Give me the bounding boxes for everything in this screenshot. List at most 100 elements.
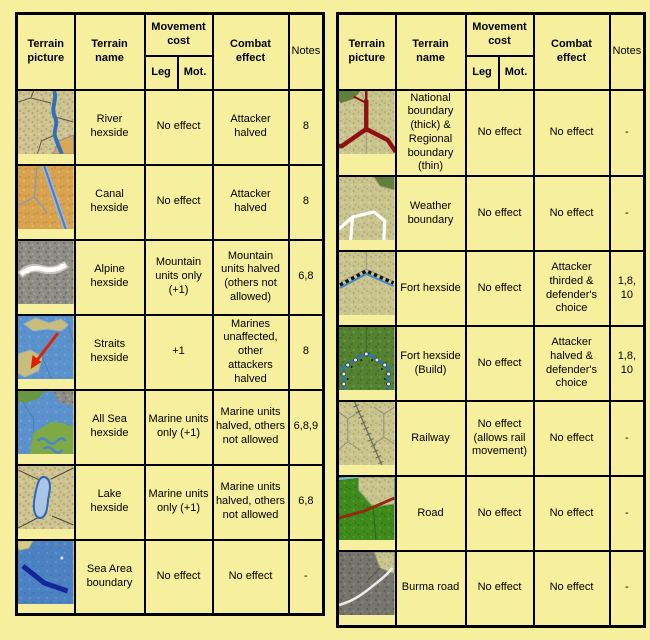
national-regional-boundary-picture (339, 91, 394, 154)
table-row-railway: Railway No effect (allows rail movement)… (336, 400, 646, 477)
notes: - (608, 475, 646, 552)
terrain-picture-cell (15, 163, 76, 241)
notes: 1,8, 10 (608, 325, 646, 402)
header-mot: Mot. (497, 54, 535, 91)
notes: - (608, 88, 646, 177)
header-row-2: Leg Mot. (338, 54, 645, 91)
combat-effect: No effect (532, 88, 611, 177)
terrain-name: All Sea hexside (73, 388, 146, 466)
table-row-fort: Fort hexside No effect Attacker thirded … (336, 250, 646, 327)
header-row-1: Terrain picture Terrain name Movement co… (336, 12, 646, 91)
combat-effect: No effect (532, 175, 611, 252)
combat-effect: Attacker thirded & defender's choice (532, 250, 611, 327)
terrain-name: Fort hexside (394, 250, 467, 327)
combat-effect: Attacker halved (211, 88, 290, 166)
terrain-picture-cell (15, 313, 76, 391)
movement-cost: No effect (464, 550, 535, 627)
burma-road-picture (339, 553, 394, 615)
terrain-picture-cell (15, 538, 76, 616)
header-row-2: Leg Mot. (17, 54, 324, 91)
combat-effect: Attacker halved (211, 163, 290, 241)
header-combat-effect: Combat effect (211, 12, 290, 91)
terrain-name: Weather boundary (394, 175, 467, 252)
table-row-canal: Canal hexside No effect Attacker halved … (15, 163, 325, 241)
header-combat-effect: Combat effect (532, 12, 611, 91)
notes: 6,8 (287, 463, 325, 541)
notes: 6,8 (287, 238, 325, 316)
movement-cost: No effect (464, 88, 535, 177)
table-row-all-sea: All Sea hexside Marine units only (+1) M… (15, 388, 325, 466)
terrain-name: Alpine hexside (73, 238, 146, 316)
notes: 8 (287, 313, 325, 391)
notes: 8 (287, 163, 325, 241)
combat-effect: No effect (532, 400, 611, 477)
header-mot: Mot. (176, 54, 214, 91)
alpine-hexside-picture (18, 241, 73, 304)
terrain-picture-cell (336, 175, 397, 252)
terrain-name: National boundary (thick) & Regional bou… (394, 88, 467, 177)
movement-cost: No effect (464, 175, 535, 252)
notes: 6,8,9 (287, 388, 325, 466)
header-terrain-picture: Terrain picture (15, 12, 76, 91)
terrain-picture-cell (15, 388, 76, 466)
table-row-sea-area: Sea Area boundary No effect No effect - (15, 538, 325, 616)
terrain-name: Burma road (394, 550, 467, 627)
railway-picture (339, 403, 394, 465)
terrain-picture-cell (15, 238, 76, 316)
lake-hexside-picture (18, 466, 73, 529)
fort-hexside-picture (339, 253, 394, 315)
terrain-picture-cell (336, 550, 397, 627)
all-sea-hexside-picture (18, 391, 73, 454)
combat-effect: No effect (532, 475, 611, 552)
table-row-weather-boundary: Weather boundary No effect No effect - (336, 175, 646, 252)
movement-cost: Mountain units only (+1) (143, 238, 214, 316)
table-row-road: Road No effect No effect - (336, 475, 646, 552)
header-notes: Notes (608, 12, 646, 91)
terrain-picture-cell (336, 475, 397, 552)
weather-boundary-picture (339, 178, 394, 240)
terrain-name: Straits hexside (73, 313, 146, 391)
terrain-name: Fort hexside (Build) (394, 325, 467, 402)
terrain-picture-cell (15, 463, 76, 541)
header-movement-cost: Movement cost (464, 12, 535, 57)
movement-cost: No effect (allows rail movement) (464, 400, 535, 477)
terrain-name: Canal hexside (73, 163, 146, 241)
combat-effect: Marine units halved, others not allowed (211, 463, 290, 541)
movement-cost: No effect (143, 538, 214, 616)
terrain-picture-cell (15, 88, 76, 166)
combat-effect: No effect (532, 550, 611, 627)
terrain-picture-cell (336, 88, 397, 177)
header-leg: Leg (143, 54, 179, 91)
sea-area-boundary-picture (18, 541, 73, 604)
header-notes: Notes (287, 12, 325, 91)
terrain-name: Lake hexside (73, 463, 146, 541)
terrain-name: River hexside (73, 88, 146, 166)
movement-cost: No effect (464, 325, 535, 402)
combat-effect: Attacker halved & defender's choice (532, 325, 611, 402)
movement-cost: No effect (143, 88, 214, 166)
notes: 1,8, 10 (608, 250, 646, 327)
terrain-name: Road (394, 475, 467, 552)
notes: - (287, 538, 325, 616)
movement-cost: No effect (464, 250, 535, 327)
terrain-picture-cell (336, 250, 397, 327)
header-row-1: Terrain picture Terrain name Movement co… (15, 12, 325, 91)
combat-effect: Mountain units halved (others not allowe… (211, 238, 290, 316)
notes: - (608, 175, 646, 252)
notes: - (608, 400, 646, 477)
movement-cost: No effect (464, 475, 535, 552)
river-hexside-picture (18, 91, 73, 154)
table-row-national-boundary: National boundary (thick) & Regional bou… (336, 88, 646, 177)
canal-hexside-picture (18, 166, 73, 229)
table-row-alpine: Alpine hexside Mountain units only (+1) … (15, 238, 325, 316)
table-row-straits: Straits hexside +1 Marines unaffected, o… (15, 313, 325, 391)
combat-effect: Marines unaffected, other attackers halv… (211, 313, 290, 391)
movement-cost: Marine units only (+1) (143, 463, 214, 541)
notes: 8 (287, 88, 325, 166)
terrain-name: Railway (394, 400, 467, 477)
movement-cost: No effect (143, 163, 214, 241)
terrain-table-right: Terrain picture Terrain name Movement co… (336, 12, 647, 628)
table-row-river: River hexside No effect Attacker halved … (15, 88, 325, 166)
table-row-fort-build: Fort hexside (Build) No effect Attacker … (336, 325, 646, 402)
